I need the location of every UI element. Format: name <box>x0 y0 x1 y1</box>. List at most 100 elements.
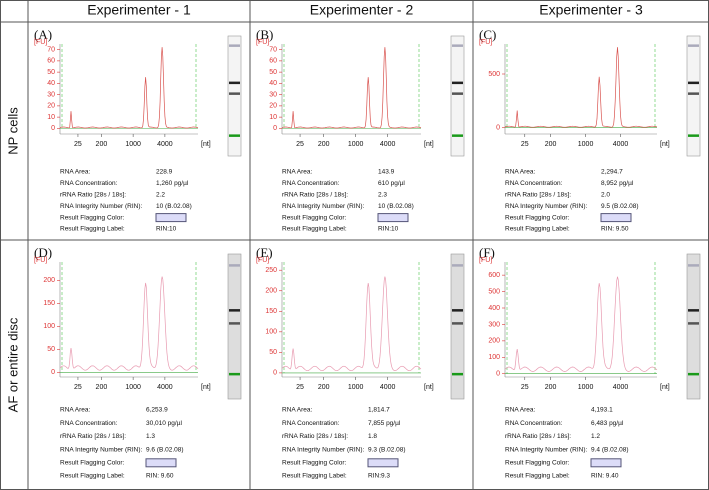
x-tick-label: 4000 <box>613 141 629 148</box>
field-value: RIN: 9.60 <box>146 473 174 480</box>
y-tick-label: 0 <box>51 125 55 132</box>
field-name: rRNA Ratio [28s / 18s]: <box>505 433 571 440</box>
trace <box>281 276 422 372</box>
y-tick-label: 100 <box>265 329 277 336</box>
panel-label: (C) <box>479 27 496 42</box>
field-name: RNA Area: <box>60 407 91 414</box>
y-unit: [FU] <box>34 39 47 46</box>
flag-swatch <box>367 458 399 468</box>
panel-label: (F) <box>479 245 495 260</box>
y-tick-label: 20 <box>269 103 277 110</box>
gel-band <box>452 92 463 95</box>
field-name: RNA Area: <box>282 169 313 176</box>
flag-swatch <box>590 458 622 468</box>
field-name: Result Flagging Color: <box>60 460 125 467</box>
y-tick-label: 100 <box>43 323 55 330</box>
field-name: rRNA Ratio [28s / 18s]: <box>282 192 348 199</box>
field-value: 1,260 pg/µl <box>156 180 189 187</box>
field-value: RIN:10 <box>156 226 177 233</box>
y-tick-label: 250 <box>265 267 277 274</box>
gel-lane <box>227 253 242 400</box>
field-value: 1.3 <box>146 433 155 440</box>
x-tick-label: 200 <box>96 141 108 148</box>
y-tick-label: 40 <box>47 80 55 87</box>
x-tick-label: 1000 <box>348 384 364 391</box>
y-tick-label: 0 <box>273 370 277 377</box>
field-value: 10 (B.02.08) <box>156 203 192 210</box>
gel-band <box>688 309 699 312</box>
gel-lane <box>450 35 465 157</box>
gel-band <box>452 309 463 312</box>
x-unit: [nt] <box>424 141 434 148</box>
field-name: RNA Integrity Number (RIN): <box>505 446 588 453</box>
field-value: 6,253.9 <box>146 407 168 414</box>
y-tick-label: 70 <box>47 46 55 53</box>
gel-band <box>688 44 699 47</box>
field-name: rRNA Ratio [28s / 18s]: <box>505 192 571 199</box>
field-value: 7,855 pg/µl <box>368 420 401 427</box>
gel-band <box>688 81 699 85</box>
field-value: RIN:9.3 <box>368 473 390 480</box>
x-tick-label: 25 <box>74 141 82 148</box>
flag-swatch <box>155 213 187 223</box>
field-value: 30,010 pg/µl <box>146 420 182 427</box>
trace <box>504 276 658 372</box>
y-tick-label: 100 <box>488 354 500 361</box>
column-header: Experimenter - 1 <box>87 2 191 18</box>
field-name: Result Flagging Label: <box>505 226 570 233</box>
field-name: Result Flagging Color: <box>282 460 347 467</box>
x-unit: [nt] <box>660 141 670 148</box>
flag-swatch <box>145 458 177 468</box>
y-tick-label: 150 <box>43 300 55 307</box>
x-unit: [nt] <box>660 384 670 391</box>
y-unit: [FU] <box>479 257 492 264</box>
panel-label: (D) <box>34 245 52 260</box>
y-tick-label: 60 <box>47 58 55 65</box>
y-tick-label: 500 <box>488 288 500 295</box>
gel-band <box>229 92 240 95</box>
trace <box>59 47 199 129</box>
field-name: Result Flagging Label: <box>282 473 347 480</box>
x-tick-label: 1000 <box>125 384 141 391</box>
field-name: Result Flagging Color: <box>505 460 570 467</box>
field-name: RNA Integrity Number (RIN): <box>60 203 143 210</box>
field-value: 9.4 (B.02.08) <box>591 446 629 453</box>
y-tick-label: 50 <box>47 346 55 353</box>
y-unit: [FU] <box>34 257 47 264</box>
trace <box>281 47 422 129</box>
field-name: RNA Area: <box>505 169 536 176</box>
gel-band <box>229 81 240 85</box>
y-tick-label: 0 <box>51 369 55 376</box>
x-tick-label: 4000 <box>157 384 173 391</box>
row-label: NP cells <box>5 107 20 155</box>
field-name: RNA Concentration: <box>60 420 118 427</box>
field-name: RNA Integrity Number (RIN): <box>282 446 365 453</box>
field-name: RNA Integrity Number (RIN): <box>505 203 588 210</box>
y-tick-label: 10 <box>269 114 277 121</box>
y-tick-label: 10 <box>47 114 55 121</box>
gel-band <box>688 134 699 137</box>
x-tick-label: 1000 <box>125 141 141 148</box>
field-name: Result Flagging Label: <box>60 473 125 480</box>
x-tick-label: 25 <box>296 384 304 391</box>
field-name: RNA Concentration: <box>60 180 118 187</box>
panel-label: (B) <box>256 27 273 42</box>
field-value: 8,952 pg/µl <box>601 180 634 187</box>
field-name: RNA Area: <box>60 169 91 176</box>
gel-band <box>452 264 463 267</box>
y-tick-label: 60 <box>269 58 277 65</box>
field-value: 10 (B.02.08) <box>378 203 414 210</box>
field-name: Result Flagging Label: <box>505 473 570 480</box>
y-tick-label: 50 <box>269 69 277 76</box>
field-name: Result Flagging Label: <box>60 226 125 233</box>
y-unit: [FU] <box>256 39 269 46</box>
gel-band <box>229 309 240 312</box>
field-name: RNA Concentration: <box>282 420 340 427</box>
field-name: RNA Integrity Number (RIN): <box>60 446 143 453</box>
x-tick-label: 1000 <box>348 141 364 148</box>
y-tick-label: 200 <box>43 277 55 284</box>
field-value: 228.9 <box>156 169 173 176</box>
field-name: rRNA Ratio [28s / 18s]: <box>60 433 126 440</box>
